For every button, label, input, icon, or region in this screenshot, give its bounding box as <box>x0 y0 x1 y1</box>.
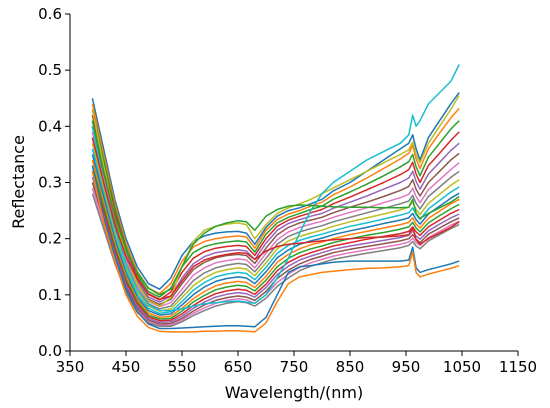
y-tick-label: 0.5 <box>38 61 62 79</box>
y-tick-label: 0.4 <box>38 117 62 135</box>
x-axis-title: Wavelength/(nm) <box>225 383 364 402</box>
x-tick-label: 550 <box>168 358 197 376</box>
series-layer <box>91 64 460 333</box>
series-line-12 <box>91 159 460 319</box>
y-tick-label: 0.6 <box>38 5 62 23</box>
x-tick-label: 1050 <box>443 358 481 376</box>
y-tick-label: 0.1 <box>38 286 62 304</box>
y-tick-label: 0.0 <box>38 342 62 360</box>
series-line-5 <box>91 120 460 303</box>
y-axis-title: Reflectance <box>9 135 28 229</box>
series-line-21 <box>91 165 460 330</box>
series-line-18 <box>91 193 460 328</box>
series-line-17 <box>91 187 460 326</box>
series-line-1 <box>91 92 460 290</box>
x-tick-label: 450 <box>112 358 141 376</box>
series-line-11 <box>91 154 460 316</box>
x-tick-label: 850 <box>336 358 365 376</box>
series-line-3 <box>91 109 460 298</box>
y-tick-label: 0.3 <box>38 174 62 192</box>
x-tick-label: 650 <box>224 358 253 376</box>
series-line-13 <box>91 165 460 320</box>
x-tick-label: 350 <box>56 358 85 376</box>
series-line-14 <box>91 171 460 322</box>
x-tick-label: 950 <box>392 358 421 376</box>
series-line-22 <box>91 171 460 333</box>
y-tick-label: 0.2 <box>38 230 62 248</box>
series-line-23 <box>91 120 460 296</box>
series-line-19 <box>91 95 460 307</box>
series-line-6 <box>91 126 460 306</box>
x-axis-ticks: 350 450 550 650 750 850 950 1050 1150 <box>56 351 537 376</box>
series-line-24 <box>91 137 460 301</box>
series-line-10 <box>91 148 460 315</box>
y-axis-ticks: 0.0 0.1 0.2 0.3 0.4 0.5 0.6 <box>38 5 70 360</box>
series-line-20 <box>91 64 460 312</box>
series-line-8 <box>91 137 460 310</box>
x-tick-label: 1150 <box>499 358 537 376</box>
x-tick-label: 750 <box>280 358 309 376</box>
